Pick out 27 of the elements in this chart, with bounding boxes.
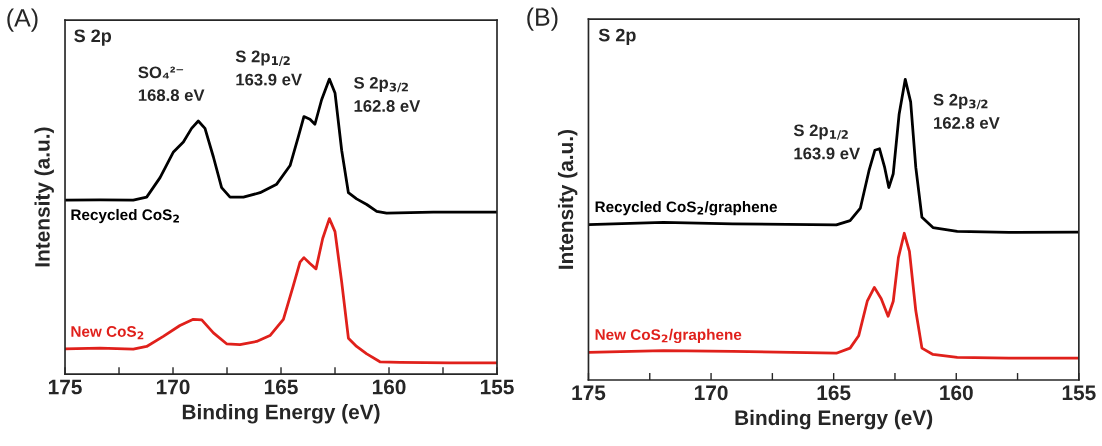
text: (B) xyxy=(527,7,558,31)
x-tick-label: 155 xyxy=(1062,385,1096,401)
annotation: S 2p$_{3/2}$ 162.8 eV xyxy=(933,93,1000,129)
y-axis-title: Intensity (a.u.) xyxy=(34,127,54,267)
annotation: S 2p$_{1/2}$ 163.9 eV xyxy=(793,124,861,160)
series-label: Recycled CoS$_{2}$/graphene xyxy=(595,201,777,216)
y-axis-title: Intensity (a.u.) xyxy=(557,130,578,269)
x-tick-label: 165 xyxy=(817,385,851,401)
series-label: New CoS$_{2}$/graphene xyxy=(595,328,742,344)
series-label: Recycled CoS$_{2}$ xyxy=(71,208,179,224)
series-label: New CoS$_{2}$ xyxy=(71,326,144,340)
text: S 2p xyxy=(74,29,112,46)
text: (A) xyxy=(7,8,38,32)
x-tick-label: 160 xyxy=(940,385,973,401)
x-axis-title: Binding Energy (eV) xyxy=(182,404,380,424)
x-tick-label: 165 xyxy=(264,379,298,395)
x-tick-label: 160 xyxy=(372,379,406,395)
text: S 2p xyxy=(598,28,636,46)
x-tick-label: 155 xyxy=(480,379,514,395)
x-tick-label: 170 xyxy=(695,385,728,401)
x-tick-label: 175 xyxy=(48,379,82,395)
x-axis-title: Binding Energy (eV) xyxy=(735,409,933,430)
annotation: SO₄²⁻ 168.8 eV xyxy=(138,66,205,102)
x-tick-label: 175 xyxy=(572,385,606,401)
annotation: S 2p$_{1/2}$ 163.9 eV xyxy=(235,50,302,86)
annotation: S 2p$_{3/2}$ 162.8 eV xyxy=(354,76,421,112)
x-tick-label: 170 xyxy=(156,379,190,395)
